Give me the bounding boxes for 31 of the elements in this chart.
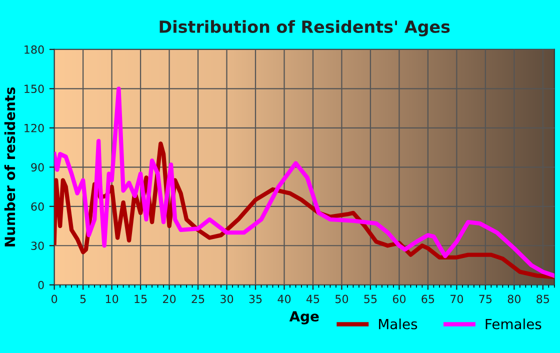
x-axis-title: Age xyxy=(289,311,319,324)
x-tick-label: 60 xyxy=(392,294,406,304)
x-tick-label: 75 xyxy=(479,294,492,304)
x-tick-label: 20 xyxy=(163,294,176,304)
y-tick-label: 30 xyxy=(31,242,44,250)
x-tick-label: 65 xyxy=(422,294,434,304)
x-tick-label: 0 xyxy=(52,294,58,304)
x-tick-label: 85 xyxy=(536,294,550,304)
x-tick-label: 10 xyxy=(106,294,118,304)
x-tick-label: 80 xyxy=(508,294,520,304)
y-tick-label: 60 xyxy=(31,202,44,211)
y-tick-label: 180 xyxy=(24,45,44,54)
x-tick-label: 70 xyxy=(450,294,464,304)
y-tick-label: 0 xyxy=(38,280,44,290)
x-tick-label: 45 xyxy=(306,294,320,304)
chart-title: Distribution of Residents' Ages xyxy=(160,20,450,36)
x-tick-label: 55 xyxy=(364,294,377,304)
y-axis-title: Number of residents xyxy=(4,87,16,246)
x-tick-label: 5 xyxy=(80,294,86,304)
x-tick-label: 35 xyxy=(249,294,262,304)
line-series xyxy=(54,86,554,278)
x-tick-label: 15 xyxy=(134,294,147,304)
legend-label: Females xyxy=(486,318,542,330)
y-tick-label: 150 xyxy=(24,84,44,94)
y-tick-label: 120 xyxy=(24,124,44,132)
x-tick-label: 25 xyxy=(192,294,204,304)
x-tick-label: 30 xyxy=(220,294,234,304)
legend-label: Males xyxy=(379,318,418,330)
x-tick-label: 50 xyxy=(336,294,348,304)
x-tick-label: 40 xyxy=(278,294,291,304)
y-tick-label: 90 xyxy=(31,163,44,172)
